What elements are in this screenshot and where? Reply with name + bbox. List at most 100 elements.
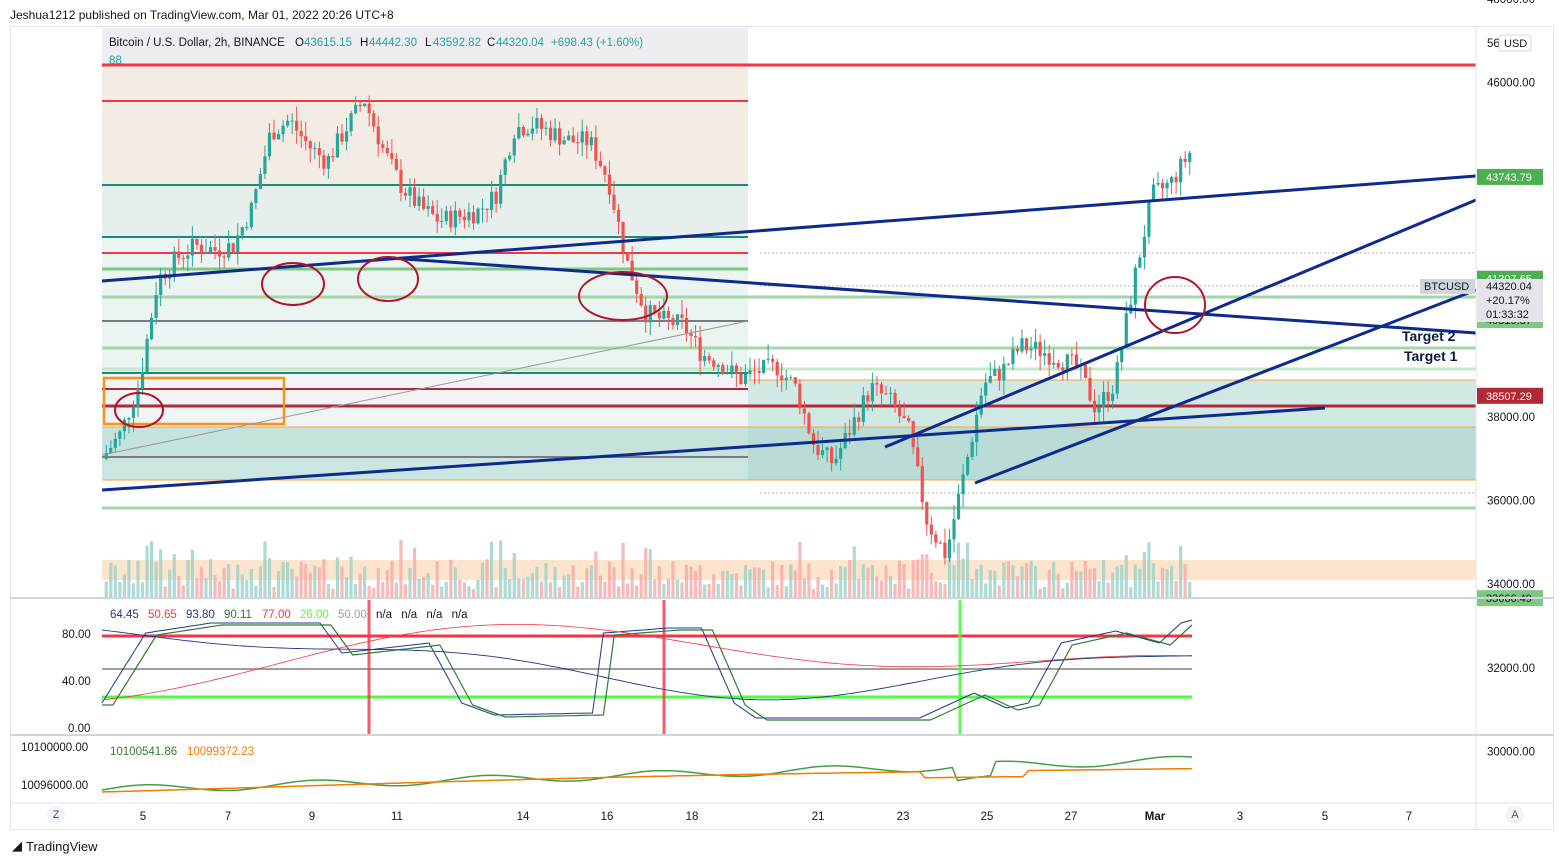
candle-body (943, 542, 947, 559)
candle-body (712, 360, 716, 367)
candle-body (258, 173, 262, 190)
volume-bar (548, 582, 553, 597)
volume-bar (154, 561, 158, 597)
candle-body (177, 251, 181, 259)
time-axis[interactable]: 5 7 9 11 14 16 18 21 23 25 27 Mar 3 5 7 (140, 811, 1412, 823)
volume-bar (213, 574, 217, 597)
candle-body (521, 127, 525, 136)
volume-bar (249, 568, 253, 597)
osc-tick-40: 40.00 (62, 676, 91, 688)
volume-bar (820, 584, 825, 597)
currency-box[interactable] (1498, 34, 1532, 52)
volume-bar (789, 564, 793, 597)
volume-bar (984, 583, 988, 597)
volume-bar (471, 588, 476, 597)
btc-price-tag (1477, 279, 1543, 322)
volume-bar (449, 559, 453, 597)
volume-bar (1024, 563, 1029, 597)
volume-bar (408, 567, 412, 597)
volume-bar (299, 561, 303, 597)
candle-body (145, 339, 149, 373)
volume-bar (286, 562, 290, 597)
bottom-line (101, 767, 1193, 793)
candle-body (354, 104, 358, 114)
volume-bar (1029, 560, 1033, 597)
zones (102, 28, 1476, 580)
volume-bar (938, 582, 942, 597)
candle-body (970, 442, 974, 457)
footer-logo[interactable]: ◢ TradingView (12, 838, 98, 854)
candle-body (245, 227, 249, 229)
candle-body (417, 196, 421, 206)
time-tick: 7 (1406, 811, 1412, 823)
zoom-reset-button[interactable]: Z (47, 806, 65, 824)
volume-bar (326, 583, 330, 597)
candle-body (1097, 407, 1101, 413)
volume-bar (363, 566, 367, 597)
btc-price: 44320.04 (1486, 281, 1532, 293)
candle-body (122, 419, 126, 432)
volume-bar (254, 585, 258, 597)
candle-body (748, 370, 752, 374)
candle-body (313, 148, 317, 150)
candle-body (616, 209, 621, 222)
time-tick: 16 (601, 811, 614, 823)
candle-body (947, 539, 952, 559)
candle-body (104, 452, 108, 459)
volume-bar (961, 558, 965, 597)
candle-body (172, 251, 176, 276)
osc-legend-value: 93.80 (186, 609, 215, 621)
volume-bar (558, 586, 562, 597)
volume-bar (403, 584, 408, 597)
osc-tick-0: 0.00 (68, 723, 90, 735)
volume-bar (127, 559, 131, 597)
volume-bar (839, 566, 843, 597)
volume-bar (956, 542, 961, 597)
price-tag-label: 33666.49 (1486, 593, 1532, 605)
volume-bar (594, 551, 598, 597)
volume-bar (666, 578, 670, 597)
circle-2 (261, 262, 325, 306)
volume-bar (281, 561, 285, 597)
volume-bar (943, 583, 947, 597)
candle-body (1111, 393, 1115, 401)
candle-body (181, 258, 185, 260)
volume-bar (916, 559, 920, 597)
volume-bar (630, 568, 634, 597)
candle-body (816, 444, 820, 456)
volume-bar (585, 568, 589, 597)
bottom-line (101, 755, 1193, 792)
legend: Bitcoin / U.S. Dollar, 2h, BINANCE O 436… (109, 37, 643, 67)
volume-bar (884, 565, 888, 597)
trendlines (101, 174, 1477, 492)
candle-body (798, 383, 802, 409)
candle-body (299, 130, 303, 137)
volume-bar (181, 585, 185, 597)
volume-bar (1079, 571, 1083, 597)
time-tick: 3 (1237, 811, 1243, 823)
volume-bar (440, 586, 444, 597)
auto-scale-button[interactable]: A (1506, 806, 1524, 824)
candle-body (571, 135, 575, 143)
time-tick: 18 (686, 811, 699, 823)
volume-bar (1151, 563, 1156, 597)
volume-bar (168, 569, 172, 597)
volume-bar (163, 586, 167, 597)
candle-body (870, 383, 874, 402)
osc-lines (101, 619, 1193, 721)
volume-bar (435, 561, 439, 597)
candle-body (734, 365, 738, 374)
time-tick: 27 (1065, 811, 1078, 823)
volume-bar (417, 578, 421, 597)
legend-o-label: O (295, 37, 304, 49)
candle-body (1024, 338, 1029, 351)
volume-bar (576, 586, 580, 597)
volume-bar (907, 588, 911, 597)
osc-legend-value: 90.11 (224, 609, 252, 621)
legend-l-label: L (425, 37, 432, 49)
candle-body (820, 450, 825, 456)
volume-bar (1183, 564, 1187, 597)
candle-body (920, 466, 924, 503)
candle-body (952, 519, 956, 540)
